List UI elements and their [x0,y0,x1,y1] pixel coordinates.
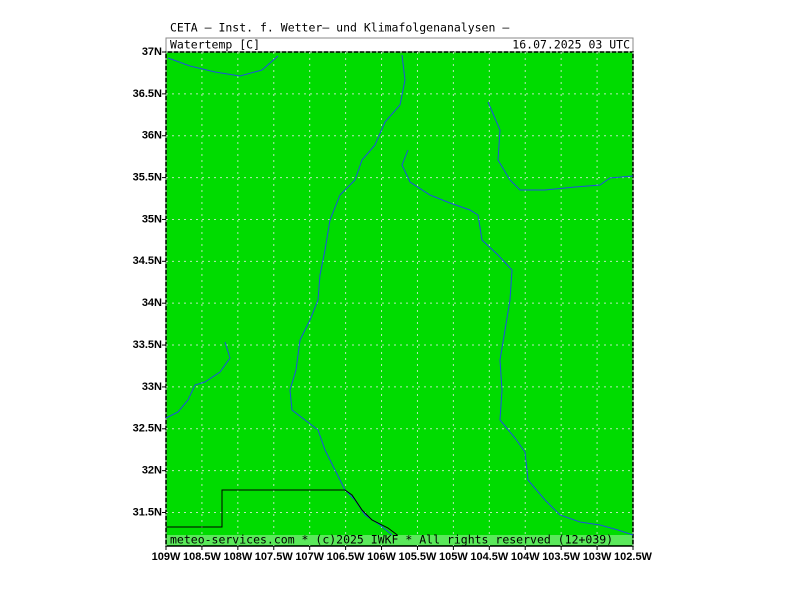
river [487,101,634,191]
x-tick-label: 109W [152,551,181,563]
y-tick-label: 34N [142,297,162,309]
y-tick-label: 33.5N [133,339,162,351]
x-tick-label: 108.5W [183,551,222,563]
x-tick-label: 105.5W [399,551,438,563]
x-tick-label: 102.5W [614,551,653,563]
datetime: 16.07.2025 03 UTC [512,38,630,52]
x-tick-label: 105W [439,551,468,563]
y-tick-label: 35N [142,213,162,225]
rivers [165,54,634,536]
state-border [166,489,401,538]
x-tick-label: 107W [295,551,324,563]
y-tick-label: 31.5N [133,506,162,518]
river [401,149,634,536]
y-tick-label: 36.5N [133,88,162,100]
x-tick-label: 106.5W [327,551,366,563]
river [167,55,279,77]
x-tick-label: 104.5W [470,551,509,563]
y-tick-label: 34.5N [133,255,162,267]
river [289,54,406,536]
footer: meteo-services.com * (c)2025 IWKF * All … [170,533,613,547]
x-tick-label: 108W [223,551,252,563]
map-area [165,51,634,547]
y-tick-label: 33N [142,381,162,393]
x-tick-label: 104W [511,551,540,563]
y-tick-label: 35.5N [133,171,162,183]
x-tick-label: 107.5W [255,551,294,563]
y-tick-label: 32N [142,465,162,477]
x-tick-label: 103.5W [542,551,581,563]
title: CETA — Inst. f. Wetter— und Klimafolgena… [170,21,509,35]
x-tick-label: 106W [367,551,396,563]
y-tick-label: 32.5N [133,423,162,435]
y-tick-label: 37N [142,46,162,58]
variable: Watertemp [C] [170,38,260,52]
y-tick-label: 36N [142,130,162,142]
x-tick-label: 103W [583,551,612,563]
footer-band [167,535,632,545]
river [165,341,231,419]
